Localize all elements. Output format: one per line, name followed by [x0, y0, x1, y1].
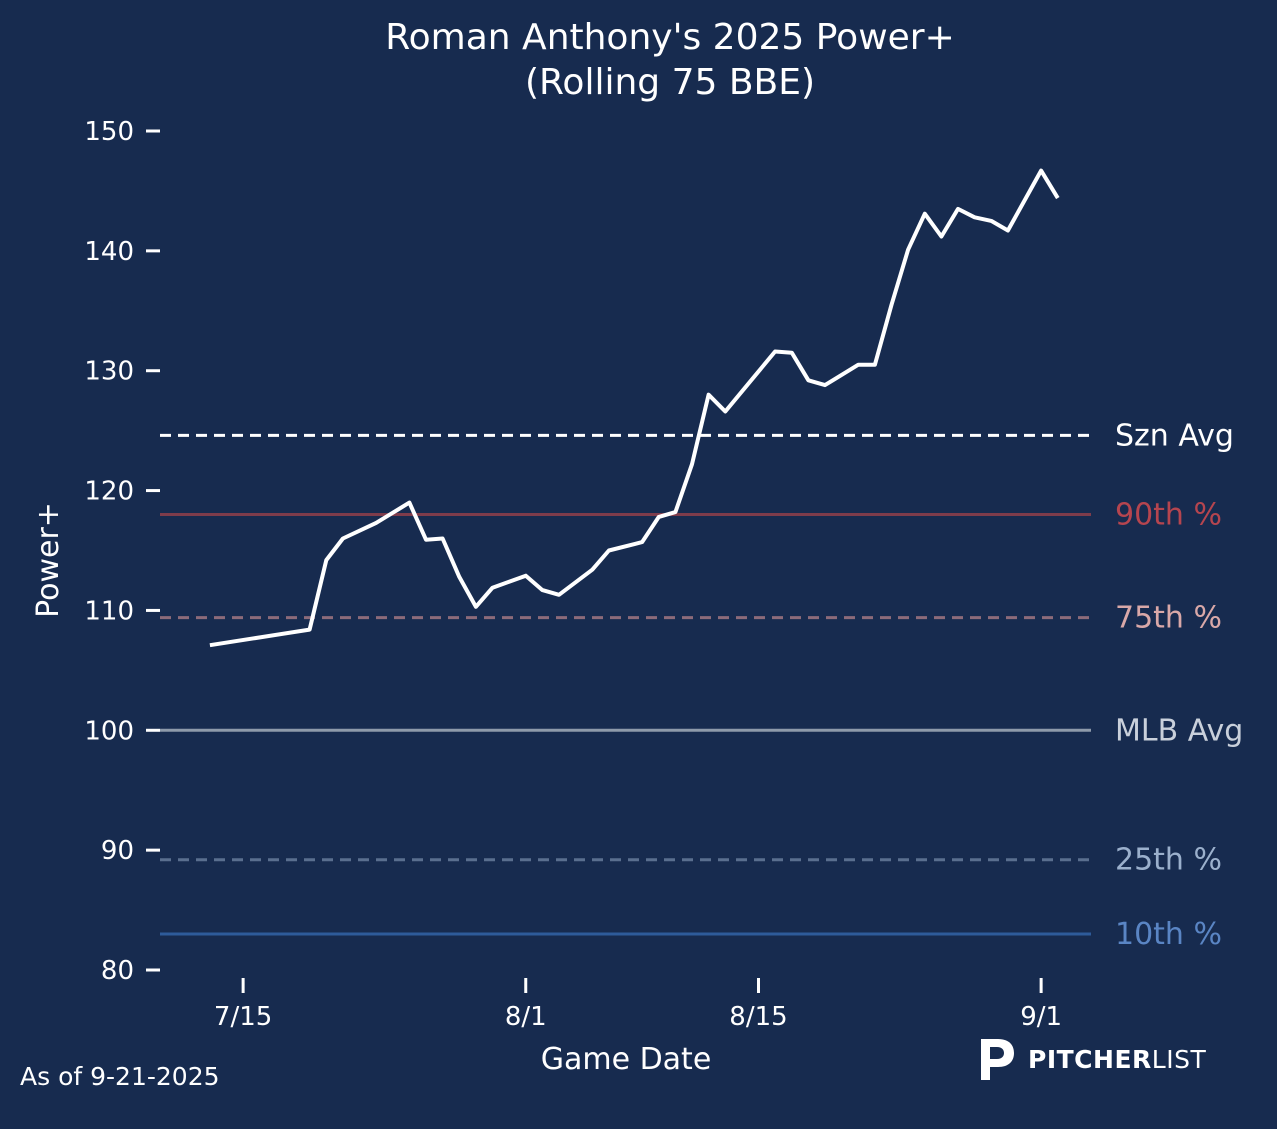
pitcherlist-logo-wordmark: PITCHERLIST	[1028, 1045, 1206, 1074]
reference-line-label: 75th %	[1115, 601, 1222, 636]
reference-line-label: MLB Avg	[1115, 713, 1243, 748]
y-tick-label: 130	[84, 357, 134, 387]
reference-line-label: 10th %	[1115, 917, 1222, 952]
logo-text-light: LIST	[1151, 1044, 1207, 1074]
as-of-note: As of 9-21-2025	[20, 1062, 220, 1091]
reference-line-label: 90th %	[1115, 498, 1222, 533]
reference-line-label: 25th %	[1115, 843, 1222, 878]
y-tick-label: 90	[101, 836, 134, 866]
y-axis-label: Power+	[31, 502, 66, 618]
x-axis-label: Game Date	[541, 1042, 712, 1077]
x-tick-label: 9/1	[1020, 1002, 1062, 1032]
reference-lines: Szn Avg 90th % 75th % MLB Avg 25th % 10th %	[160, 418, 1243, 952]
x-axis: 7/15 8/1 8/15 9/1	[214, 978, 1062, 1032]
y-tick-label: 100	[84, 716, 134, 746]
logo-text-bold: PITCHER	[1028, 1044, 1152, 1074]
x-tick-label: 8/15	[729, 1002, 787, 1032]
chart-subtitle: (Rolling 75 BBE)	[525, 62, 815, 103]
x-tick-label: 8/1	[505, 1002, 547, 1032]
y-axis: 80 90 100 110 120 130 140 150	[84, 117, 160, 986]
y-tick-label: 110	[84, 596, 134, 626]
pitcherlist-logo: PITCHERLIST	[978, 1036, 1206, 1082]
y-tick-label: 140	[84, 237, 134, 267]
y-tick-label: 80	[101, 956, 134, 986]
series-line	[209, 168, 1060, 648]
pitcherlist-logo-icon	[981, 1039, 1014, 1080]
reference-line-label: Szn Avg	[1115, 418, 1234, 453]
y-tick-label: 150	[84, 117, 134, 147]
y-tick-label: 120	[84, 477, 134, 507]
series-layer	[209, 168, 1060, 648]
x-tick-label: 7/15	[214, 1002, 272, 1032]
chart-title: Roman Anthony's 2025 Power+	[385, 17, 955, 58]
